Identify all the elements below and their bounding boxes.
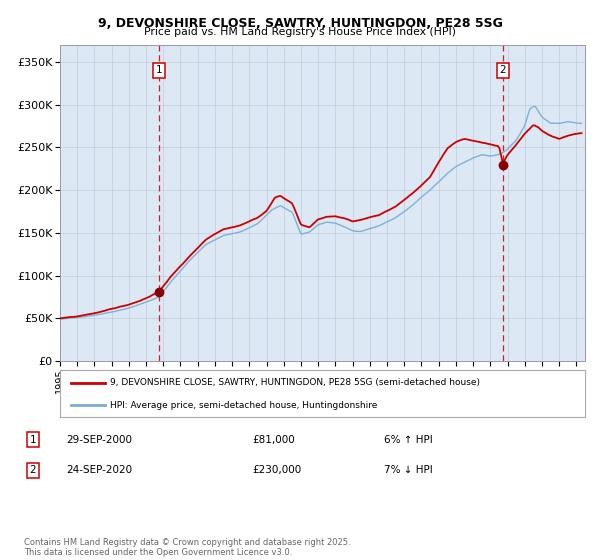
Text: 1: 1 xyxy=(29,435,37,445)
Text: 2: 2 xyxy=(500,66,506,76)
Text: 9, DEVONSHIRE CLOSE, SAWTRY, HUNTINGDON, PE28 5SG (semi-detached house): 9, DEVONSHIRE CLOSE, SAWTRY, HUNTINGDON,… xyxy=(110,379,480,388)
Text: 2: 2 xyxy=(29,465,37,475)
Text: 9, DEVONSHIRE CLOSE, SAWTRY, HUNTINGDON, PE28 5SG: 9, DEVONSHIRE CLOSE, SAWTRY, HUNTINGDON,… xyxy=(98,17,502,30)
Text: HPI: Average price, semi-detached house, Huntingdonshire: HPI: Average price, semi-detached house,… xyxy=(110,401,377,410)
Text: 7% ↓ HPI: 7% ↓ HPI xyxy=(384,465,433,475)
Text: Contains HM Land Registry data © Crown copyright and database right 2025.
This d: Contains HM Land Registry data © Crown c… xyxy=(24,538,350,557)
Text: £81,000: £81,000 xyxy=(252,435,295,445)
Text: 6% ↑ HPI: 6% ↑ HPI xyxy=(384,435,433,445)
Text: Price paid vs. HM Land Registry's House Price Index (HPI): Price paid vs. HM Land Registry's House … xyxy=(144,27,456,37)
Text: £230,000: £230,000 xyxy=(252,465,301,475)
Text: 1: 1 xyxy=(155,66,162,76)
Text: 24-SEP-2020: 24-SEP-2020 xyxy=(66,465,132,475)
Text: 29-SEP-2000: 29-SEP-2000 xyxy=(66,435,132,445)
